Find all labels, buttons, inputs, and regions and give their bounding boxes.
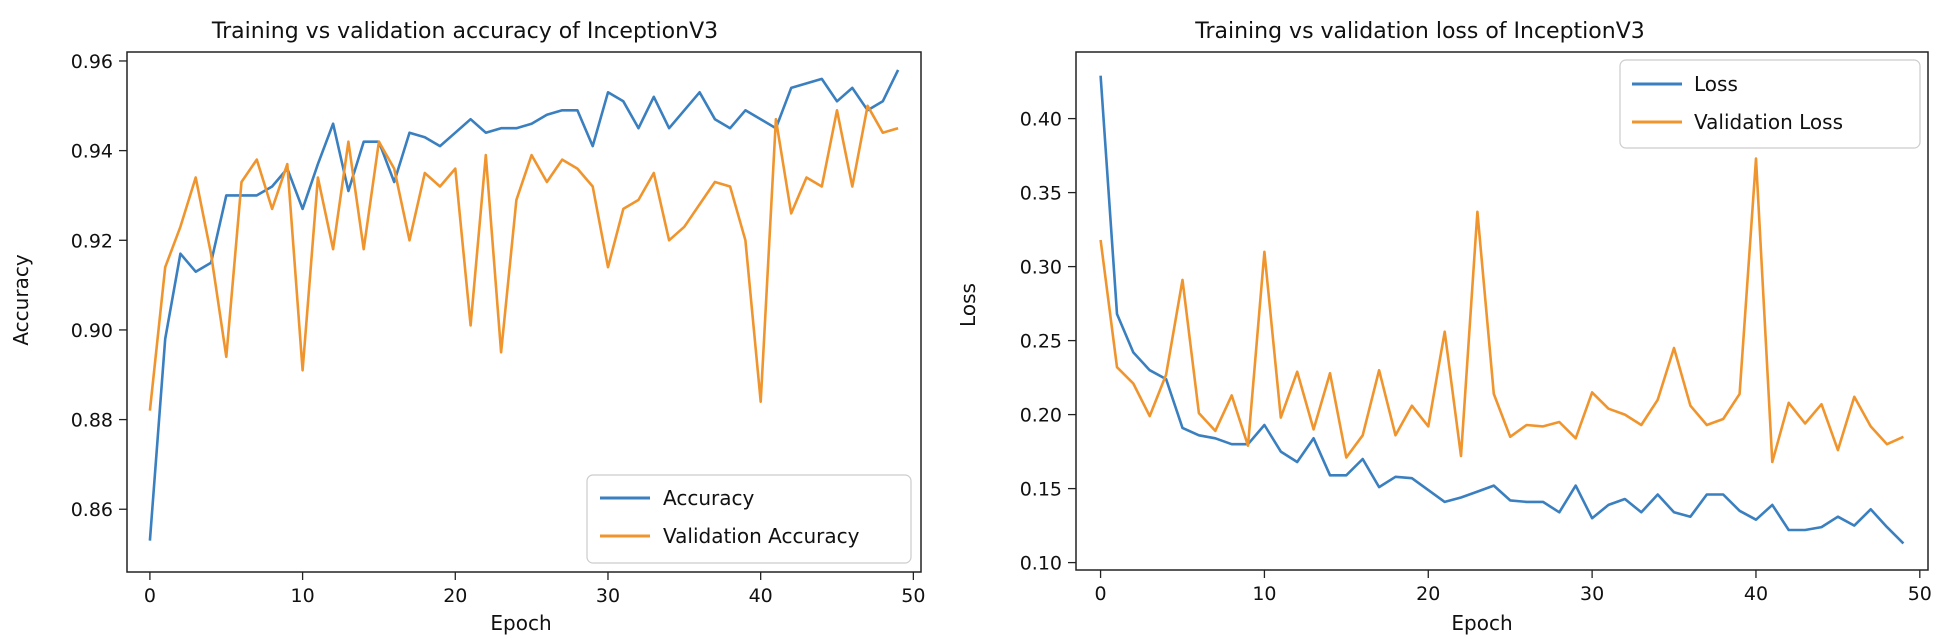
loss-y-tick-label: 0.15 [1020, 479, 1062, 501]
loss-x-tick-label: 10 [1252, 583, 1276, 605]
validation-accuracy-line [148, 104, 899, 411]
accuracy-plot-frame [126, 51, 922, 573]
validation-accuracy-legend-label: Validation Accuracy [663, 524, 860, 548]
loss-y-axis-label: Loss [956, 283, 980, 327]
accuracy-ticks: 0 10 20 30 40 50 0.86 0.88 0.90 0.92 0.94 0.96 [71, 51, 926, 607]
accuracy-x-tick-label: 50 [901, 585, 925, 607]
loss-y-tick-label: 0.35 [1020, 183, 1062, 205]
loss-y-tick-label: 0.10 [1020, 553, 1062, 575]
accuracy-y-axis-label: Accuracy [9, 254, 33, 345]
loss-x-tick-label: 20 [1416, 583, 1440, 605]
loss-x-tick-label: 40 [1744, 583, 1768, 605]
accuracy-y-tick-label: 0.92 [71, 230, 113, 252]
loss-legend-box [1619, 59, 1921, 149]
accuracy-series [148, 69, 900, 541]
loss-y-tick-label: 0.25 [1020, 331, 1062, 353]
loss-legend: Loss Validation Loss [1619, 59, 1921, 149]
loss-chart: Training vs validation loss of Inception… [956, 19, 1932, 635]
accuracy-y-tick-label: 0.96 [71, 51, 113, 73]
accuracy-chart: Training vs validation accuracy of Incep… [9, 19, 925, 635]
accuracy-legend-box [586, 474, 912, 564]
accuracy-x-tick-label: 40 [749, 585, 773, 607]
validation-loss-legend-label: Validation Loss [1694, 110, 1843, 134]
accuracy-y-tick-label: 0.88 [71, 410, 113, 432]
loss-x-tick-label: 50 [1908, 583, 1932, 605]
accuracy-y-tick-label: 0.94 [71, 141, 113, 163]
loss-ticks: 0 10 20 30 40 50 0.10 0.15 0.20 0.25 0.30 0.35 0.40 [1020, 109, 1932, 605]
accuracy-legend: Accuracy Validation Accuracy [586, 474, 912, 564]
accuracy-line [148, 69, 900, 541]
accuracy-x-axis-label: Epoch [490, 611, 551, 635]
accuracy-chart-title: Training vs validation accuracy of Incep… [211, 19, 718, 44]
loss-y-tick-label: 0.40 [1020, 109, 1062, 131]
accuracy-x-tick-label: 10 [291, 585, 315, 607]
loss-x-tick-label: 0 [1095, 583, 1107, 605]
loss-x-tick-label: 30 [1580, 583, 1604, 605]
loss-legend-label: Loss [1694, 72, 1738, 96]
loss-chart-title: Training vs validation loss of Inception… [1194, 19, 1645, 44]
accuracy-x-tick-label: 0 [144, 585, 156, 607]
loss-series [1099, 75, 1905, 545]
accuracy-x-tick-label: 30 [596, 585, 620, 607]
loss-x-axis-label: Epoch [1451, 611, 1512, 635]
accuracy-y-tick-label: 0.90 [71, 320, 113, 342]
validation-loss-line [1099, 157, 1904, 464]
loss-y-tick-label: 0.20 [1020, 405, 1062, 427]
loss-plot-frame [1075, 51, 1929, 571]
loss-line [1099, 75, 1905, 545]
loss-y-tick-label: 0.30 [1020, 257, 1062, 279]
accuracy-legend-label: Accuracy [663, 486, 754, 510]
accuracy-x-tick-label: 20 [443, 585, 467, 607]
accuracy-y-tick-label: 0.86 [71, 499, 113, 521]
